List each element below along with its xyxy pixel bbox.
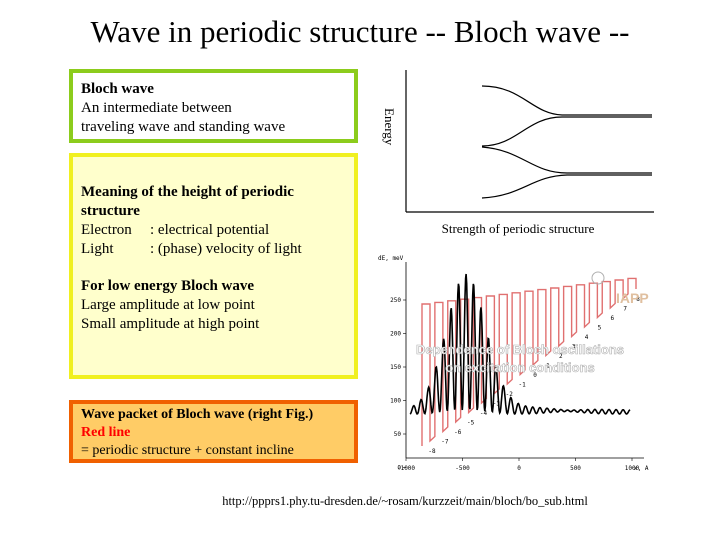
well-label: 4	[585, 334, 589, 341]
bloch-wave-heading: Bloch wave	[81, 81, 154, 97]
well-label: 7	[623, 306, 627, 313]
figure-y-tick-label: 0	[397, 465, 401, 472]
bloch-wave-box: Bloch wave An intermediate between trave…	[69, 69, 358, 143]
well-label: 1	[546, 363, 550, 370]
well-label: 5	[598, 325, 602, 332]
source-url-text: http://ppprs1.phy.tu-dresden.de/~rosam/k…	[222, 494, 588, 508]
wave-packet-heading: Wave packet of Bloch wave (right Fig.)	[81, 407, 314, 422]
figure-caption-2: on excitation conditions	[445, 360, 595, 375]
light-row: Light : (phase) velocity of light	[81, 240, 346, 259]
wave-packet-curve	[409, 273, 631, 416]
meaning-heading-1: Meaning of the height of periodic	[81, 184, 294, 200]
wave-packet-box: Wave packet of Bloch wave (right Fig.) R…	[69, 400, 358, 463]
source-url: http://ppprs1.phy.tu-dresden.de/~rosam/k…	[0, 494, 720, 509]
well-label: 6	[610, 315, 614, 322]
well-label: 3	[572, 344, 576, 351]
band-diagram: Energy Strength of periodic structure	[382, 70, 654, 236]
band-curve-1	[481, 85, 652, 116]
band-curve-2	[481, 116, 652, 147]
bloch-wave-line-2: traveling wave and standing wave	[81, 119, 286, 135]
figure-x-label: x, A	[634, 465, 649, 472]
bloch-wave-line-1: An intermediate between	[81, 100, 232, 116]
well-label: -8	[428, 448, 436, 455]
band-x-label: Strength of periodic structure	[442, 221, 595, 236]
figure-x-tick-label: 500	[570, 465, 581, 472]
well-label: -5	[467, 420, 475, 427]
band-curve-3	[481, 146, 652, 174]
figure-y-tick-label: 100	[390, 398, 401, 405]
figure-x-tick-label: 1000	[625, 465, 640, 472]
figure-x-tick-label: 0	[517, 465, 521, 472]
figure-caption-1: Dependence of Bloch oscillations	[416, 342, 624, 357]
electron-row: Electron : electrical potential	[81, 221, 346, 240]
well-label: 8	[636, 296, 640, 303]
well-label: -4	[480, 410, 488, 417]
meaning-box: Meaning of the height of periodic struct…	[69, 153, 358, 379]
meaning-heading-2: structure	[81, 203, 140, 219]
well-label: -6	[454, 429, 462, 436]
iapp-logo: IAPP	[616, 290, 649, 306]
figure-x-tick-label: -500	[455, 465, 470, 472]
electron-key: Electron	[81, 222, 132, 238]
low-energy-line-2: Small amplitude at high point	[81, 316, 260, 332]
figure-x-tick-label: -1000	[397, 465, 415, 472]
well-label: 2	[559, 353, 563, 360]
well-label: 0	[533, 372, 537, 379]
figure-y-tick-label: 150	[390, 364, 401, 371]
figure-y-label: dE, meV	[378, 255, 404, 262]
wave-packet-line: = periodic structure + constant incline	[81, 443, 294, 458]
low-energy-line-1: Large amplitude at low point	[81, 297, 255, 313]
figure-y-tick-label: 50	[394, 431, 402, 438]
red-potential-line	[421, 277, 637, 446]
well-label: -1	[519, 382, 527, 389]
light-key: Light	[81, 241, 114, 257]
well-label: -7	[441, 439, 449, 446]
electron-value: : electrical potential	[150, 222, 270, 238]
well-label: -3	[493, 401, 501, 408]
light-value: : (phase) velocity of light	[150, 241, 302, 257]
band-curve-4	[481, 174, 652, 199]
figure-y-tick-label: 200	[390, 331, 401, 338]
well-label: -2	[506, 391, 514, 398]
figure-y-tick-label: 250	[390, 297, 401, 304]
red-line-label: Red line	[81, 425, 131, 440]
sun-icon	[591, 271, 605, 285]
low-energy-heading: For low energy Bloch wave	[81, 278, 255, 294]
slide-title: Wave in periodic structure -- Bloch wave…	[90, 14, 630, 49]
band-y-label: Energy	[382, 108, 397, 146]
